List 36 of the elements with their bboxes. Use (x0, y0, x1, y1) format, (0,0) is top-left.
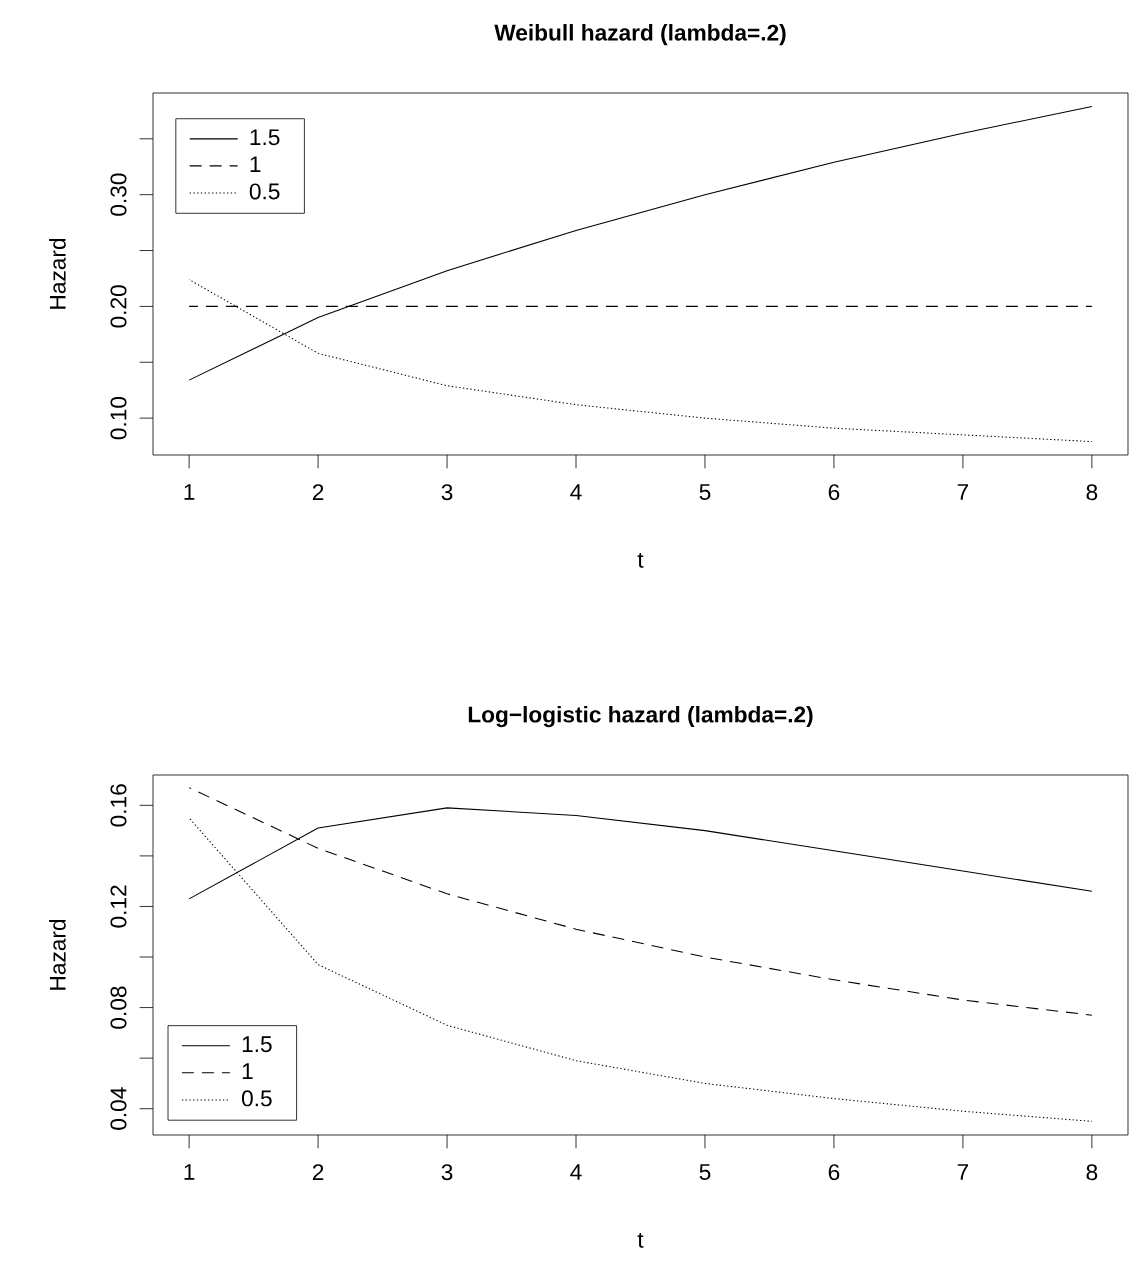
x-tick-label: 7 (957, 1164, 969, 1180)
x-axis-title: t (637, 1232, 644, 1248)
legend-label: 1 (242, 1063, 253, 1079)
y-tick-label: 0.08 (110, 986, 127, 1029)
legend-label: 1 (250, 156, 261, 172)
y-tick-label: 0.12 (110, 885, 127, 928)
x-tick-label: 5 (699, 1164, 711, 1180)
y-tick-label: 0.30 (110, 173, 127, 216)
legend-label: 0.5 (241, 1090, 272, 1107)
x-tick-label: 5 (699, 484, 711, 500)
x-tick-label: 4 (570, 484, 582, 500)
x-tick-label: 2 (312, 484, 324, 500)
x-axis-title: t (637, 552, 644, 568)
x-tick-label: 6 (828, 484, 840, 501)
x-tick-label: 2 (312, 1164, 324, 1180)
legend-label: 1.5 (250, 129, 280, 146)
x-tick-label: 8 (1086, 1164, 1098, 1181)
chart-title: Weibull hazard (lambda=.2) (494, 24, 786, 46)
legend-label: 1.5 (242, 1036, 272, 1053)
x-tick-label: 1 (184, 1164, 195, 1180)
y-tick-label: 0.20 (110, 285, 127, 328)
x-tick-label: 1 (184, 484, 195, 500)
legend-label: 0.5 (249, 183, 280, 200)
x-tick-label: 3 (441, 484, 453, 501)
x-tick-label: 3 (441, 1164, 453, 1181)
x-tick-label: 7 (957, 484, 969, 500)
y-axis-title: Hazard (49, 919, 66, 990)
y-tick-label: 0.16 (110, 784, 127, 827)
y-tick-label: 0.10 (110, 396, 127, 440)
y-tick-label: 0.04 (110, 1087, 127, 1130)
y-axis-title: Hazard (49, 238, 66, 309)
x-tick-label: 8 (1086, 484, 1098, 501)
line-series (188, 787, 1093, 1016)
chart-title: Log−logistic hazard (lambda=.2) (468, 705, 813, 728)
x-tick-label: 6 (828, 1164, 840, 1181)
x-tick-label: 4 (570, 1164, 582, 1180)
